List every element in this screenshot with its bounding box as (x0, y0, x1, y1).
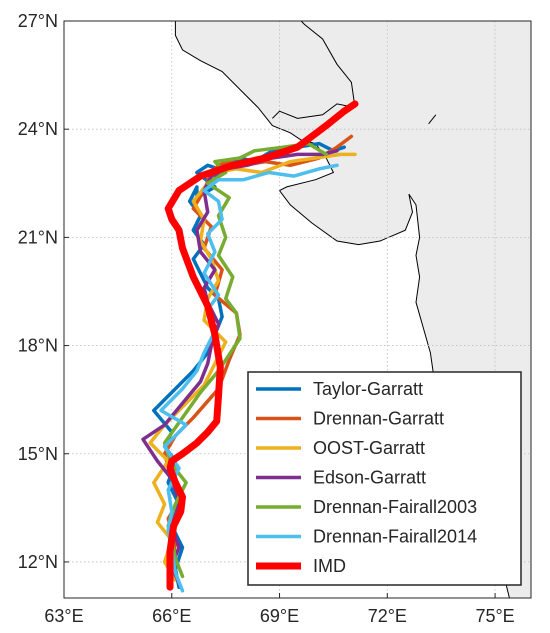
legend: Taylor-Garratt Drennan-Garratt OOST-Garrat… (247, 371, 522, 586)
x-tick-label: 66°E (152, 606, 191, 626)
island-outline (428, 114, 437, 125)
x-tick-label: 69°E (260, 606, 299, 626)
x-tick-label: 72°E (368, 606, 407, 626)
y-tick-label: 27°N (18, 11, 58, 31)
x-tick-label: 63°E (44, 606, 83, 626)
x-tick-label: 75°E (475, 606, 514, 626)
y-tick-label: 24°N (18, 119, 58, 139)
series-line-imd (164, 100, 359, 591)
y-tick-label: 18°N (18, 336, 58, 356)
x-axis-ticks: 63°E 66°E 69°E 72°E 75°E (44, 593, 515, 626)
y-tick-label: 15°N (18, 444, 58, 464)
legend-label: Drennan-Garratt (313, 409, 444, 429)
y-tick-label: 21°N (18, 227, 58, 247)
legend-label: Edson-Garratt (313, 468, 426, 488)
legend-label: IMD (313, 556, 346, 576)
legend-label: Taylor-Garratt (313, 379, 423, 399)
series-layer (141, 100, 359, 593)
legend-label: Drennan-Fairall2003 (313, 497, 477, 517)
legend-label: Drennan-Fairall2014 (313, 527, 477, 547)
y-tick-label: 12°N (18, 552, 58, 572)
y-axis-ticks: 12°N 15°N 18°N 21°N 24°N 27°N (18, 11, 69, 572)
axes-frame (63, 20, 532, 599)
legend-label: OOST-Garratt (313, 438, 425, 458)
